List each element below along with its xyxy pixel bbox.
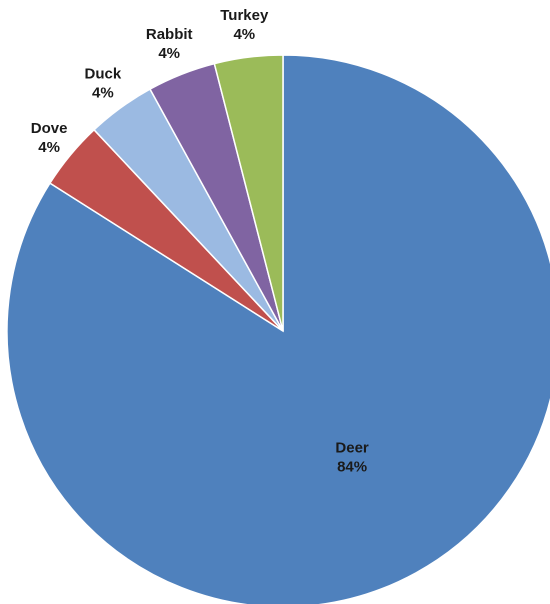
pie-slice-deer xyxy=(6,54,550,604)
data-label-name: Deer xyxy=(335,439,369,456)
data-label-value: 4% xyxy=(92,85,114,102)
data-label-name: Duck xyxy=(85,66,122,83)
data-label-deer: Deer 84% xyxy=(335,439,369,475)
data-label-name: Dove xyxy=(31,120,68,137)
data-label-value: 84% xyxy=(337,458,367,475)
data-label-name: Turkey xyxy=(220,7,269,24)
data-label-value: 4% xyxy=(233,26,255,43)
slices-layer xyxy=(6,54,550,604)
pie-slice-turkey xyxy=(213,54,284,332)
data-label-value: 4% xyxy=(158,45,180,62)
data-label-dove: Dove 4% xyxy=(31,120,68,156)
data-label-name: Rabbit xyxy=(146,26,193,43)
data-label-turkey: Turkey 4% xyxy=(220,7,269,43)
data-label-value: 4% xyxy=(38,139,60,156)
data-label-duck: Duck 4% xyxy=(85,66,122,102)
data-label-rabbit: Rabbit 4% xyxy=(146,26,193,62)
labels-layer: Deer 84% Dove 4% Duck 4% Rabbit 4% Turkey 4% xyxy=(31,7,369,475)
